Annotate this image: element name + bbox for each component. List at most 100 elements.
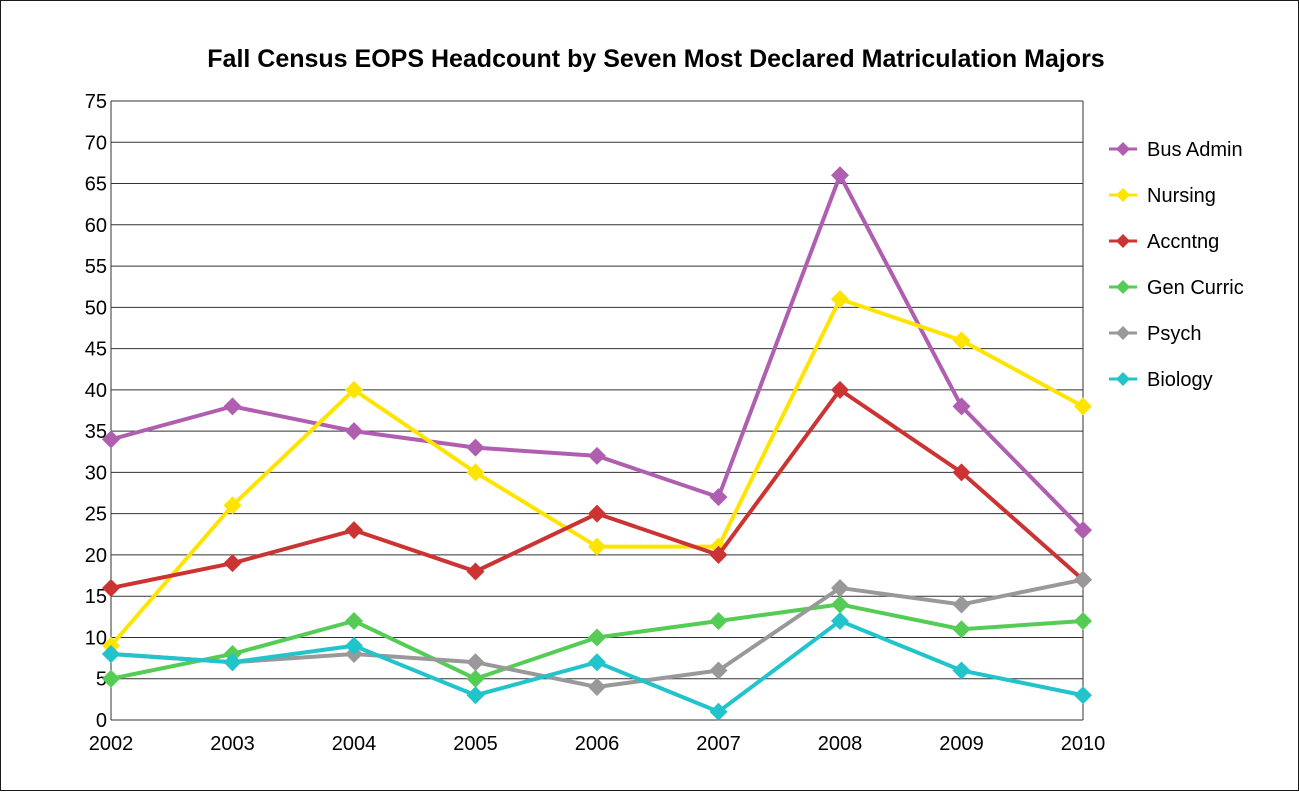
data-point-marker bbox=[102, 644, 120, 663]
y-tick-label: 75 bbox=[85, 91, 107, 113]
data-point-marker bbox=[102, 578, 120, 597]
data-point-marker bbox=[223, 554, 242, 573]
data-point-marker bbox=[588, 628, 606, 647]
x-tick-label: 2002 bbox=[89, 733, 134, 755]
x-tick-label: 2003 bbox=[210, 733, 255, 755]
data-point-marker bbox=[1074, 521, 1092, 540]
data-point-marker bbox=[952, 397, 971, 416]
y-tick-label: 45 bbox=[85, 339, 107, 361]
data-point-marker bbox=[466, 463, 485, 482]
data-point-marker bbox=[223, 496, 242, 515]
series-line bbox=[110, 387, 1085, 590]
data-point-marker bbox=[223, 397, 242, 416]
data-point-marker bbox=[588, 446, 606, 465]
y-tick-label: 10 bbox=[85, 627, 107, 649]
series-nursing bbox=[102, 290, 1092, 655]
data-point-marker bbox=[1074, 397, 1092, 416]
legend-marker-swatch bbox=[1116, 142, 1130, 156]
y-tick-label: 20 bbox=[85, 545, 107, 567]
legend-label: Bus Admin bbox=[1147, 139, 1243, 161]
data-point-marker bbox=[345, 422, 363, 441]
legend: Bus Admin Nursing Accntng Gen Curric Psych Bi… bbox=[1109, 139, 1244, 391]
x-tick-label: 2009 bbox=[939, 733, 984, 755]
legend-marker-swatch bbox=[1116, 188, 1130, 202]
x-tick-label: 2005 bbox=[453, 733, 498, 755]
data-point-marker bbox=[709, 611, 728, 630]
y-tick-label: 30 bbox=[85, 462, 107, 484]
legend-label: Nursing bbox=[1147, 185, 1216, 207]
data-point-marker bbox=[102, 669, 120, 688]
data-point-marker bbox=[345, 611, 363, 630]
legend-item: Gen Curric bbox=[1109, 277, 1244, 299]
data-point-marker bbox=[952, 620, 971, 639]
y-tick-label: 0 bbox=[96, 710, 107, 732]
y-tick-label: 70 bbox=[85, 132, 107, 154]
series-gen-curric bbox=[102, 595, 1092, 688]
data-point-marker bbox=[466, 562, 485, 581]
legend-label: Biology bbox=[1147, 369, 1213, 391]
data-point-marker bbox=[831, 290, 849, 309]
y-tick-label: 55 bbox=[85, 256, 107, 278]
data-point-marker bbox=[831, 578, 849, 597]
series-biology bbox=[102, 611, 1092, 721]
x-tick-labels: 2002 2003 2004 2005 2006 2007 2008 2009 2010 bbox=[89, 733, 1106, 755]
legend-marker-swatch bbox=[1116, 280, 1130, 294]
y-tick-label: 35 bbox=[85, 421, 107, 443]
legend-item: Accntng bbox=[1109, 231, 1219, 253]
legend-label: Psych bbox=[1147, 323, 1201, 345]
data-point-marker bbox=[345, 521, 363, 540]
data-point-marker bbox=[831, 611, 849, 630]
data-point-marker bbox=[831, 380, 849, 399]
y-tick-label: 5 bbox=[96, 669, 107, 691]
series-line bbox=[110, 170, 1085, 532]
y-tick-label: 50 bbox=[85, 297, 107, 319]
legend-item: Psych bbox=[1109, 323, 1201, 345]
legend-item: Nursing bbox=[1109, 185, 1216, 207]
data-point-marker bbox=[466, 438, 485, 457]
data-point-marker bbox=[709, 702, 728, 721]
data-point-marker bbox=[588, 653, 606, 672]
y-tick-label: 15 bbox=[85, 586, 107, 608]
data-point-marker bbox=[1074, 686, 1092, 705]
legend-item: Biology bbox=[1109, 369, 1213, 391]
data-point-marker bbox=[466, 686, 485, 705]
legend-item: Bus Admin bbox=[1109, 139, 1243, 161]
data-point-marker bbox=[345, 380, 363, 399]
legend-label: Gen Curric bbox=[1147, 277, 1244, 299]
chart-title: Fall Census EOPS Headcount by Seven Most… bbox=[207, 45, 1104, 73]
data-point-marker bbox=[952, 661, 971, 680]
y-tick-label: 40 bbox=[85, 380, 107, 402]
data-point-marker bbox=[831, 595, 849, 614]
legend-label: Accntng bbox=[1147, 231, 1219, 253]
data-point-marker bbox=[588, 677, 606, 696]
y-tick-label: 65 bbox=[85, 174, 107, 196]
data-point-marker bbox=[102, 430, 120, 449]
data-point-marker bbox=[1074, 611, 1092, 630]
data-point-marker bbox=[709, 545, 728, 564]
y-tick-label: 60 bbox=[85, 215, 107, 237]
x-tick-label: 2008 bbox=[818, 733, 863, 755]
data-point-marker bbox=[588, 504, 606, 523]
legend-marker-swatch bbox=[1116, 234, 1130, 248]
data-point-marker bbox=[709, 661, 728, 680]
data-point-marker bbox=[952, 331, 971, 350]
data-point-marker bbox=[952, 595, 971, 614]
x-tick-label: 2006 bbox=[575, 733, 620, 755]
series-lines bbox=[102, 166, 1092, 721]
data-point-marker bbox=[709, 488, 728, 507]
data-point-marker bbox=[952, 463, 971, 482]
data-point-marker bbox=[588, 537, 606, 556]
data-point-marker bbox=[466, 669, 485, 688]
x-tick-label: 2007 bbox=[696, 733, 741, 755]
legend-marker-swatch bbox=[1116, 326, 1130, 340]
x-tick-label: 2010 bbox=[1061, 733, 1106, 755]
data-point-marker bbox=[831, 166, 849, 185]
series-bus-admin bbox=[102, 166, 1092, 540]
data-point-marker bbox=[466, 653, 485, 672]
data-point-marker bbox=[1074, 570, 1092, 589]
data-point-marker bbox=[345, 636, 363, 655]
y-tick-labels: 0 5 10 15 20 25 30 35 40 45 50 55 60 65 70 75 bbox=[85, 91, 107, 732]
x-tick-label: 2004 bbox=[332, 733, 377, 755]
